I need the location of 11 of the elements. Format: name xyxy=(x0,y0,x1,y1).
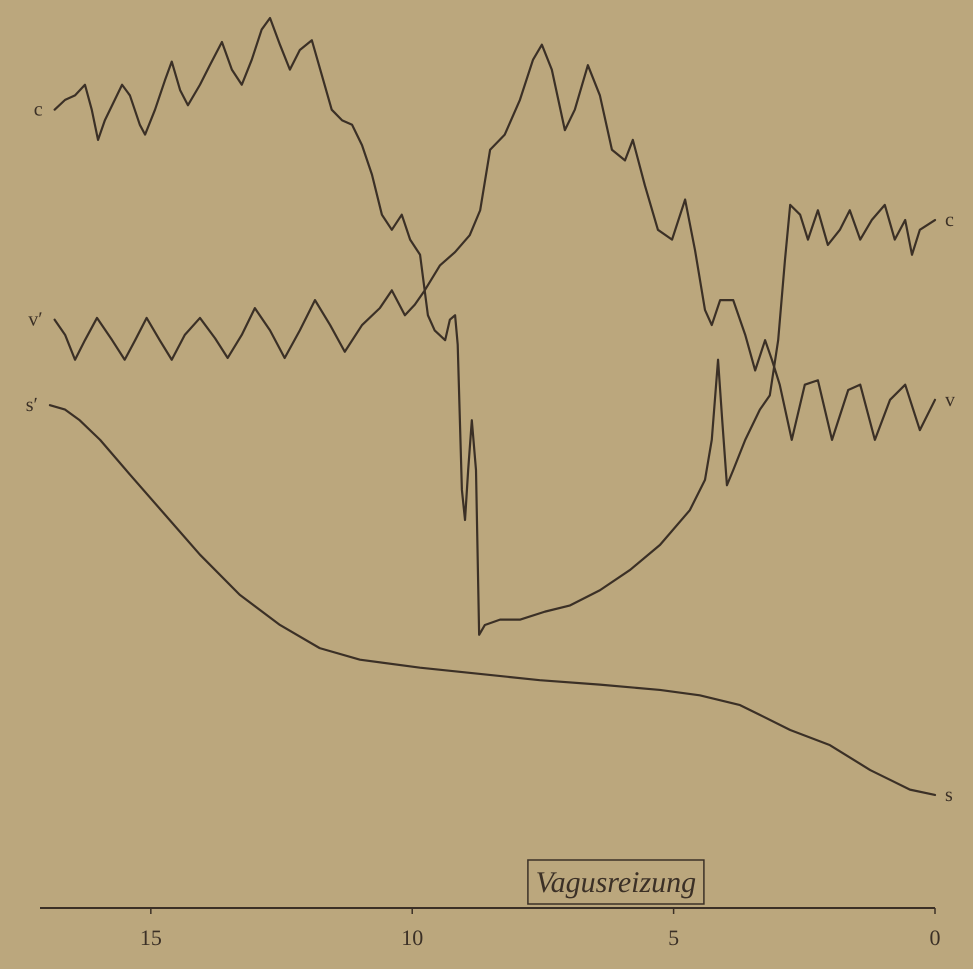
series-label: s xyxy=(945,784,953,806)
annotation: Vagusreizung xyxy=(536,866,696,899)
x-tick-label: 5 xyxy=(668,925,680,950)
series-label: v xyxy=(945,388,955,411)
text: s′ xyxy=(26,394,38,416)
x-tick-label: 0 xyxy=(930,925,940,950)
x-tick-label: 15 xyxy=(140,925,162,950)
series-label: c xyxy=(945,209,954,232)
annotation: c xyxy=(34,98,43,121)
annotation: v′ xyxy=(28,308,43,331)
x-tick-label: 10 xyxy=(401,925,424,950)
